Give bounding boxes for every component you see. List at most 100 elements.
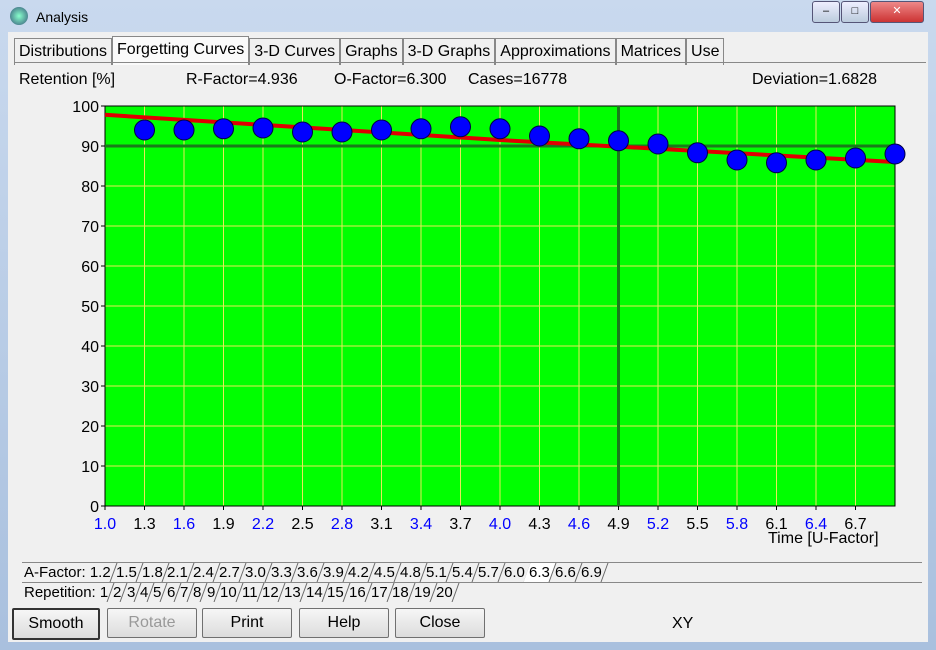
tab-label: 8 bbox=[193, 584, 202, 601]
window-title: Analysis bbox=[36, 9, 89, 25]
tab-label: 3.0 bbox=[245, 564, 266, 581]
tab-label: 4.2 bbox=[348, 564, 370, 581]
data-point bbox=[173, 119, 195, 141]
deviation: Deviation=1.6828 bbox=[752, 71, 877, 88]
minimize-button[interactable]: – bbox=[812, 1, 840, 23]
x-tick-label: 4.9 bbox=[607, 516, 629, 533]
client-area: Distributions Forgetting Curves 3-D Curves… bbox=[8, 32, 928, 642]
fit-line bbox=[104, 112, 896, 164]
y-tick-label: 60 bbox=[81, 259, 99, 276]
y-tick-label: 80 bbox=[81, 179, 99, 196]
y-tick-label: 90 bbox=[81, 139, 99, 156]
data-point bbox=[410, 118, 432, 140]
tab[interactable]: Graphs bbox=[340, 38, 403, 65]
close-button[interactable]: Close bbox=[395, 608, 485, 638]
x-tick-label: 1.0 bbox=[94, 516, 116, 533]
data-point bbox=[687, 142, 708, 164]
tab-label: 2.1 bbox=[167, 564, 189, 581]
tab-label: 10 bbox=[219, 584, 237, 601]
data-point bbox=[371, 119, 392, 141]
tab[interactable]: 3-D Curves bbox=[249, 38, 341, 65]
x-tick-label: 5.5 bbox=[686, 516, 708, 533]
tab-label: 4 bbox=[139, 584, 149, 601]
tab-label: 6.0 bbox=[503, 564, 525, 581]
y-axis-label: Retention [%] bbox=[19, 71, 116, 88]
help-button[interactable]: Help bbox=[299, 608, 389, 638]
tab-label: 1.5 bbox=[115, 564, 137, 581]
tab-label: 14 bbox=[305, 584, 323, 601]
y-tick-label: 0 bbox=[90, 499, 99, 516]
data-point bbox=[766, 152, 787, 174]
status-text: XY bbox=[672, 615, 694, 632]
tab-label: 18 bbox=[392, 584, 410, 601]
tab[interactable]: 6.9 bbox=[575, 563, 609, 582]
tab[interactable]: Forgetting Curves bbox=[112, 36, 250, 65]
tab[interactable]: 3-D Graphs bbox=[402, 38, 496, 65]
tab-label: 20 bbox=[435, 584, 453, 601]
y-tick-label: 40 bbox=[81, 339, 99, 356]
data-point bbox=[450, 116, 471, 138]
y-tick-label: 20 bbox=[81, 419, 99, 436]
tab-label: 1.8 bbox=[141, 564, 163, 581]
tab-label: A-Factor: 1.2 bbox=[24, 564, 111, 581]
tab-label: 6 bbox=[166, 584, 175, 601]
tab-bar: Distributions Forgetting Curves 3-D Curves… bbox=[14, 36, 725, 65]
tab-label: 3.6 bbox=[296, 564, 318, 581]
data-point bbox=[726, 149, 748, 171]
tab-label: 16 bbox=[349, 584, 366, 601]
tab-label: 5.1 bbox=[426, 564, 447, 581]
tab-label: Repetition: 1 bbox=[24, 584, 109, 601]
x-tick-label: 3.1 bbox=[370, 516, 392, 533]
maximize-button[interactable]: □ bbox=[841, 1, 869, 23]
tab[interactable]: Repetition: 1 bbox=[18, 583, 115, 602]
tab-label: 6.9 bbox=[581, 564, 603, 581]
x-tick-label: 5.8 bbox=[726, 516, 748, 533]
tab-label: 3 bbox=[126, 584, 135, 601]
data-point bbox=[331, 121, 353, 143]
tab-label: 2.4 bbox=[193, 564, 215, 581]
tab-label: 6.3 bbox=[529, 564, 551, 581]
tab[interactable]: Approximations bbox=[495, 38, 616, 65]
close-window-button[interactable]: ✕ bbox=[870, 1, 924, 23]
data-point bbox=[213, 118, 234, 140]
r-factor: R-Factor=4.936 bbox=[186, 71, 298, 88]
x-tick-label: 3.4 bbox=[410, 516, 432, 533]
repetition-tabs: Repetition: 1 2 3 4 5 6 7 8 9 10 11 12 13 14 15 16 17 18 1… bbox=[18, 582, 922, 602]
y-tick-label: 30 bbox=[81, 379, 99, 396]
tab-label: 5.7 bbox=[477, 564, 499, 581]
x-tick-label: 2.2 bbox=[252, 516, 274, 533]
tab-label: 19 bbox=[414, 584, 431, 601]
tab-label: 4.8 bbox=[400, 564, 422, 581]
tab[interactable]: A-Factor: 1.2 bbox=[18, 563, 118, 582]
tab[interactable]: Use bbox=[686, 38, 725, 65]
print-button[interactable]: Print bbox=[202, 608, 292, 638]
x-tick-label: 4.0 bbox=[489, 516, 511, 533]
tab-label: 2.7 bbox=[219, 564, 240, 581]
data-point bbox=[489, 118, 511, 140]
x-tick-label: 1.6 bbox=[173, 516, 195, 533]
y-tick-label: 100 bbox=[72, 99, 99, 116]
data-point bbox=[805, 149, 827, 171]
x-tick-label: 5.2 bbox=[647, 516, 669, 533]
tab-label: 3.3 bbox=[270, 564, 292, 581]
tab-label: 7 bbox=[179, 584, 189, 601]
x-tick-label: 1.3 bbox=[133, 516, 155, 533]
x-tick-label: 6.4 bbox=[805, 516, 827, 533]
x-tick-label: 6.1 bbox=[765, 516, 787, 533]
o-factor: O-Factor=6.300 bbox=[334, 71, 447, 88]
smooth-button[interactable]: Smooth bbox=[12, 608, 100, 640]
data-point bbox=[292, 121, 313, 143]
x-tick-label: 1.9 bbox=[212, 516, 234, 533]
x-tick-label: 4.3 bbox=[528, 516, 550, 533]
y-tick-label: 50 bbox=[81, 299, 99, 316]
title-bar: Analysis – □ ✕ bbox=[0, 0, 936, 32]
x-tick-label: 2.5 bbox=[291, 516, 313, 533]
x-tick-label: 3.7 bbox=[449, 516, 471, 533]
plot-border bbox=[104, 105, 896, 507]
tab-label: 5.4 bbox=[451, 564, 473, 581]
data-point bbox=[252, 117, 274, 139]
tab[interactable]: Distributions bbox=[14, 38, 113, 65]
tab-label: 15 bbox=[327, 584, 344, 601]
data-point bbox=[134, 119, 155, 141]
tab[interactable]: Matrices bbox=[615, 38, 687, 65]
